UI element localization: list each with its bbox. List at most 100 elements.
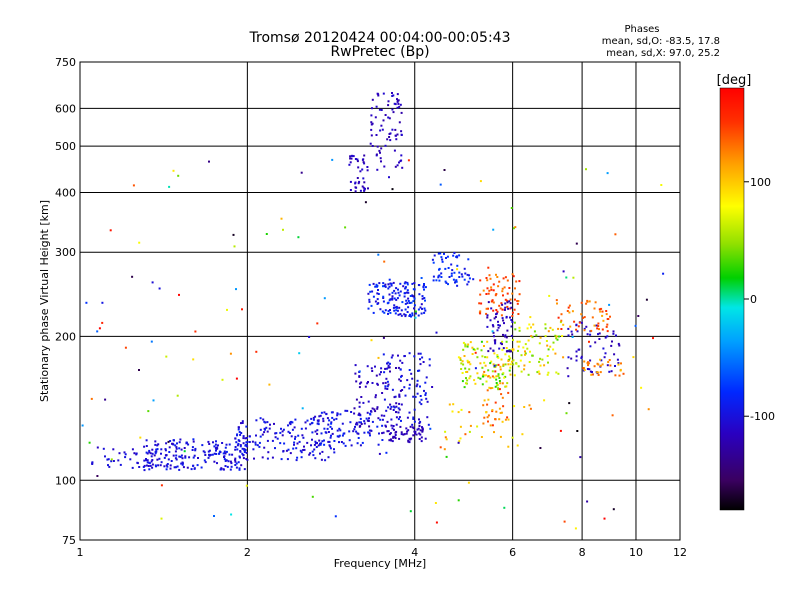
data-point: [600, 359, 603, 362]
data-point: [517, 345, 520, 348]
data-point: [178, 447, 181, 450]
data-point: [237, 426, 240, 429]
data-point: [372, 295, 375, 298]
data-point: [400, 309, 403, 312]
data-point: [329, 436, 332, 439]
data-point: [516, 302, 519, 305]
data-point: [513, 374, 516, 377]
data-point: [136, 462, 139, 465]
data-point: [450, 274, 453, 277]
data-point: [395, 411, 398, 414]
data-point: [493, 317, 496, 320]
data-point: [350, 411, 353, 413]
data-point: [224, 452, 227, 455]
data-point: [308, 336, 311, 338]
data-point: [327, 431, 330, 433]
data-point: [377, 289, 379, 291]
data-point: [479, 279, 482, 282]
data-point: [150, 460, 153, 463]
data-point: [158, 457, 161, 460]
data-point: [508, 300, 511, 303]
data-point: [252, 448, 255, 451]
data-point: [394, 128, 397, 131]
data-point: [363, 154, 366, 157]
data-point: [406, 283, 409, 286]
data-point: [466, 283, 469, 286]
data-point: [398, 416, 401, 419]
data-point: [496, 383, 499, 386]
data-point: [371, 107, 373, 110]
data-point: [180, 448, 183, 451]
data-point: [467, 361, 470, 364]
data-point: [174, 457, 177, 460]
data-point: [406, 430, 409, 433]
data-point: [183, 450, 186, 453]
data-point: [264, 428, 266, 431]
data-point: [146, 452, 149, 455]
data-point: [479, 310, 482, 313]
data-point: [290, 420, 293, 423]
data-point: [354, 158, 357, 160]
data-point: [279, 431, 282, 434]
data-point: [156, 458, 159, 461]
data-point: [555, 299, 558, 302]
data-point: [300, 451, 303, 454]
data-point: [529, 350, 531, 353]
data-point: [237, 428, 240, 431]
data-point: [298, 440, 301, 443]
data-point: [403, 433, 406, 436]
data-point: [383, 414, 386, 417]
data-point: [238, 440, 241, 442]
data-point: [146, 461, 149, 464]
data-point: [225, 443, 228, 446]
data-point: [460, 368, 463, 370]
data-point: [315, 446, 318, 448]
data-point: [356, 442, 359, 445]
data-point: [618, 374, 621, 377]
data-point: [368, 429, 371, 432]
data-point: [602, 347, 605, 350]
data-point: [411, 314, 414, 317]
data-point: [283, 442, 286, 445]
data-point: [501, 420, 504, 423]
data-point: [423, 284, 425, 287]
data-point: [411, 423, 414, 426]
data-point: [486, 356, 489, 359]
data-point: [589, 333, 592, 336]
data-point: [431, 386, 434, 388]
data-point: [441, 260, 444, 263]
data-point: [420, 277, 423, 279]
data-point: [151, 448, 154, 451]
data-point: [418, 401, 421, 404]
data-point: [167, 458, 170, 461]
data-point: [580, 301, 583, 304]
data-point: [416, 392, 419, 395]
data-point: [556, 338, 559, 341]
data-point: [487, 350, 490, 353]
data-point: [417, 308, 420, 311]
data-point: [323, 411, 326, 414]
data-point: [400, 133, 403, 136]
data-point: [463, 355, 466, 357]
data-point: [349, 157, 352, 160]
data-point: [399, 389, 402, 392]
data-point: [502, 277, 505, 280]
data-point: [398, 121, 401, 124]
data-point: [245, 425, 248, 428]
data-point: [532, 323, 535, 326]
data-point: [243, 468, 246, 471]
data-point: [606, 364, 609, 367]
data-point: [167, 440, 170, 443]
data-point: [565, 276, 568, 279]
data-point: [512, 363, 515, 366]
data-point: [309, 452, 312, 455]
data-point: [411, 282, 414, 285]
data-point: [155, 448, 158, 451]
data-point: [485, 293, 488, 295]
data-point: [359, 424, 362, 427]
data-point: [259, 417, 262, 420]
data-point: [392, 425, 395, 427]
data-point: [383, 311, 386, 314]
data-point: [261, 433, 264, 436]
data-point: [419, 420, 422, 423]
